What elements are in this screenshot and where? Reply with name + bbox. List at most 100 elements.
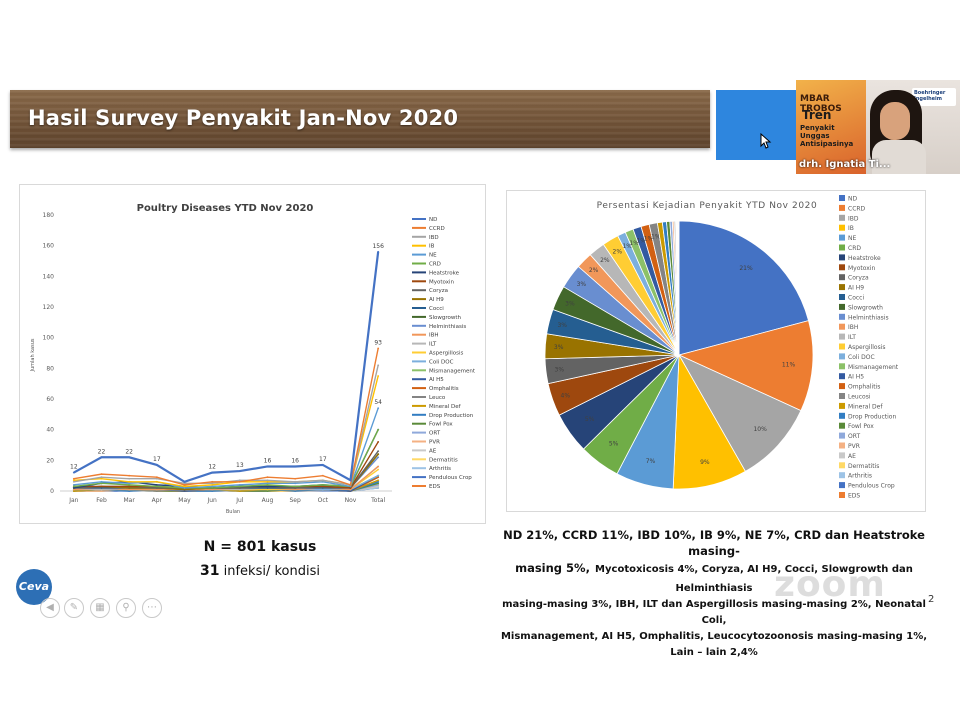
y-tick-label: 20 [46,457,54,464]
legend-label: CCRD [848,205,866,212]
data-point [294,480,297,483]
x-tick-label: Mar [124,497,136,504]
legend-label: IB [429,244,435,250]
pie-data-label: 9% [700,459,710,466]
legend-swatch [839,482,845,489]
data-point [100,488,103,491]
pie-data-label: 1% [622,243,632,250]
pie-data-label: 2% [589,267,599,274]
data-point [321,485,324,488]
pie-data-label: 1% [629,240,639,247]
data-point [72,479,75,482]
data-point [211,480,214,483]
presenter-video[interactable]: MBAR TROBOS Tren Penyakit Unggas Antisip… [796,80,960,174]
legend-swatch [839,452,845,459]
data-point [266,479,269,482]
data-point [377,375,380,377]
data-point [321,487,324,489]
legend-swatch [839,343,845,350]
prev-slide-icon[interactable]: ◀ [40,598,60,618]
data-point [238,488,241,491]
data-point [377,465,380,468]
line-chart-panel: Poultry Diseases YTD Nov 2020 Jumlah kas… [19,184,486,524]
legend-label: Pendulous Crop [848,483,895,490]
data-label: 16 [291,457,299,464]
y-tick-label: 180 [43,212,55,219]
legend-label: Aspergillosis [429,351,464,357]
data-point [128,487,131,489]
mouse-cursor-icon [760,133,772,149]
data-point [377,468,380,471]
data-point [266,480,269,483]
legend-label: AE [429,448,437,454]
more-options-icon[interactable]: ⋯ [142,598,162,618]
x-tick-label: Jan [68,497,78,504]
pie-data-label: 5% [609,440,619,447]
data-point [349,488,352,491]
note-line-3: masing-masing 3%, IBH, ILT dan Aspergill… [502,599,926,626]
pie-chart-title: Persentasi Kejadian Penyakit YTD Nov 202… [597,201,818,211]
pie-slice-ibd [678,354,802,472]
data-label: 16 [264,457,272,464]
x-tick-label: Total [370,497,385,504]
data-point [100,477,103,480]
data-point [377,450,380,453]
presenter-face [880,102,910,140]
legend-label: Aspergillosis [848,344,886,351]
legend-label: Arthritis [848,473,872,480]
legend-swatch [839,204,845,211]
data-point [349,483,352,486]
data-point [211,485,214,488]
infection-label: infeksi/ kondisi [223,564,320,579]
pie-data-label: 4% [561,392,571,399]
data-point [377,482,380,485]
data-point [72,488,75,491]
note-line-2a: masing 5%, [515,561,590,575]
data-label: 22 [98,448,106,455]
pie-data-label: 3% [565,301,575,308]
pie-data-label: 2% [600,257,610,264]
legend-swatch [839,264,845,271]
data-point [294,485,297,488]
data-point [266,487,269,489]
data-point [211,483,214,486]
data-point [349,485,352,488]
series-line-ne [73,407,379,489]
legend-label: Omphalitis [429,386,459,392]
pen-tool-icon[interactable]: ✎ [64,598,84,618]
data-point [72,471,75,474]
y-tick-label: 40 [46,427,54,434]
legend-swatch [839,284,845,291]
legend-swatch [839,412,845,419]
data-point [128,477,131,480]
legend-label: Helminthiasis [848,314,889,321]
data-point [72,477,75,480]
legend-swatch [839,422,845,429]
data-point [266,465,269,468]
data-point [128,482,131,485]
data-point [321,480,324,483]
legend-label: IBD [429,235,439,241]
y-tick-label: 80 [46,365,54,372]
line-chart-ylabel: Jumlah kasus [30,338,36,372]
data-label: 13 [236,462,244,469]
data-point [377,428,380,431]
data-point [377,474,380,477]
series-line-nd [73,251,380,484]
legend-label: Drop Production [429,413,474,419]
data-point [238,479,241,482]
slides-grid-icon[interactable]: ▦ [90,598,110,618]
x-tick-label: Feb [96,497,107,504]
legend-label: CRD [848,245,861,252]
data-point [155,488,158,491]
data-point [294,487,297,489]
zoom-slide-icon[interactable]: ⚲ [116,598,136,618]
data-point [377,479,380,482]
pie-data-label: 1% [644,235,654,242]
data-point [294,490,297,492]
data-point [155,464,158,466]
presenter-body [872,140,926,174]
legend-swatch [839,323,845,330]
y-tick-label: 140 [43,273,55,280]
legend-swatch [839,244,845,251]
